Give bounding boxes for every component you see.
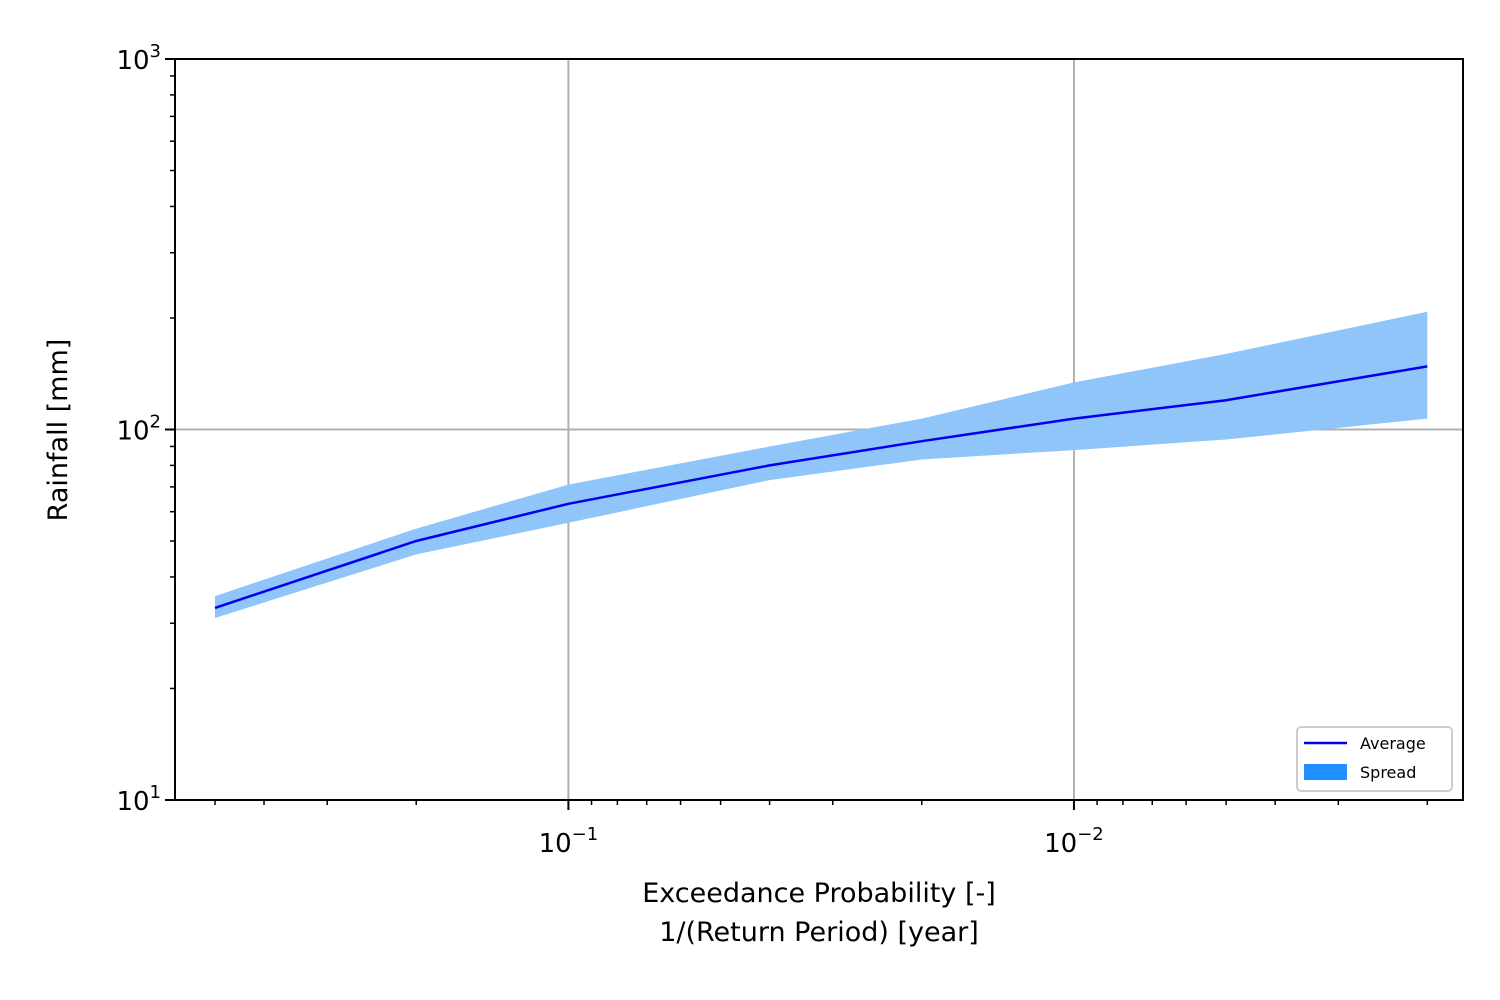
spread-band-layer bbox=[215, 311, 1428, 618]
y-tick-label: 103 bbox=[116, 41, 161, 76]
axis-ticks: 10−1 10−2 101 102 103 bbox=[116, 41, 1429, 859]
y-tick-label: 101 bbox=[116, 782, 161, 817]
x-tick-label: 10−1 bbox=[539, 824, 599, 859]
legend-spread-label: Spread bbox=[1360, 763, 1416, 782]
legend-spread-swatch bbox=[1304, 764, 1347, 780]
spread-band bbox=[215, 311, 1428, 618]
plot-frame bbox=[174, 58, 1464, 801]
average-line bbox=[214, 365, 1428, 610]
x-axis-label-line2: 1/(Return Period) [year] bbox=[659, 917, 979, 948]
y-tick-label: 102 bbox=[116, 412, 161, 447]
x-tick-label: 10−2 bbox=[1044, 824, 1104, 859]
average-line-layer bbox=[214, 365, 1428, 610]
y-axis-label: Rainfall [mm] bbox=[43, 339, 74, 522]
legend: Average Spread bbox=[1296, 726, 1453, 792]
legend-average-label: Average bbox=[1360, 734, 1426, 753]
x-axis-label: Exceedance Probability [-] bbox=[642, 878, 996, 909]
